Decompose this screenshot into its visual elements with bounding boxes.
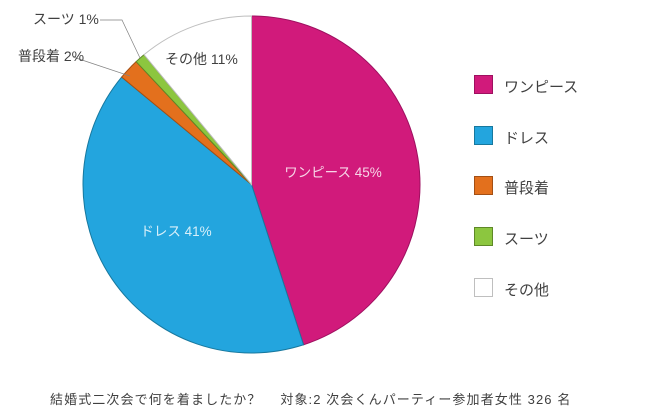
svg-text:その他 11%: その他 11% [165, 51, 238, 67]
svg-text:普段着 2%: 普段着 2% [18, 48, 84, 64]
svg-text:スーツ 1%: スーツ 1% [33, 11, 99, 27]
svg-text:ワンピース 45%: ワンピース 45% [284, 165, 382, 180]
svg-text:ドレス 41%: ドレス 41% [140, 224, 211, 239]
